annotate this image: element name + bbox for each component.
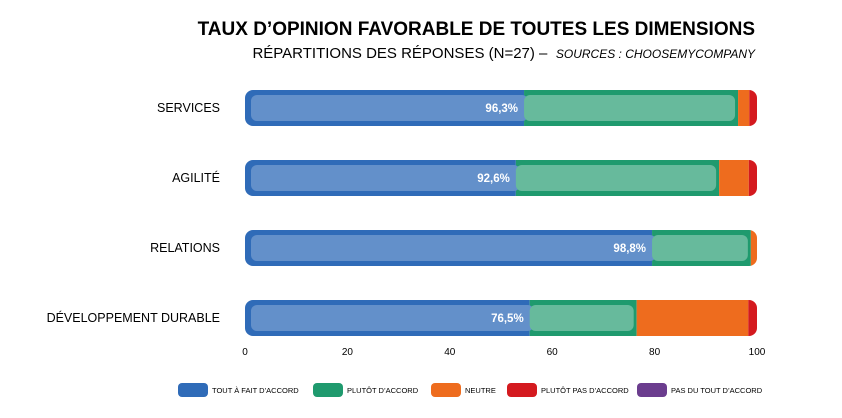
legend-swatch bbox=[637, 383, 667, 397]
x-tick-label: 0 bbox=[242, 347, 248, 358]
bar-highlight-segment bbox=[251, 305, 534, 331]
bar-segment bbox=[719, 160, 749, 196]
chart-subtitle: RÉPARTITIONS DES RÉPONSES (N=27) – bbox=[252, 45, 548, 62]
x-tick-label: 80 bbox=[649, 347, 661, 358]
bar-segment bbox=[749, 90, 757, 126]
data-label: 96,3% bbox=[485, 103, 518, 115]
category-label: AGILITÉ bbox=[172, 170, 220, 185]
x-tick-label: 60 bbox=[547, 347, 559, 358]
legend-swatch bbox=[313, 383, 343, 397]
bar-highlight-segment bbox=[524, 95, 736, 121]
category-label: RELATIONS bbox=[150, 241, 220, 255]
bar-highlight-segment bbox=[515, 165, 717, 191]
legend: TOUT À FAIT D’ACCORD PLUTÔT D’ACCORD NEUTR… bbox=[178, 383, 763, 397]
legend-swatch bbox=[507, 383, 537, 397]
bar-segment bbox=[636, 300, 749, 336]
data-label: 98,8% bbox=[613, 243, 646, 255]
chart-subtitle-line: RÉPARTITIONS DES RÉPONSES (N=27) – SOURC… bbox=[252, 45, 756, 62]
category-label: SERVICES bbox=[157, 101, 220, 115]
legend-swatch bbox=[431, 383, 461, 397]
bar-row bbox=[245, 90, 757, 126]
x-axis: 0 20 40 60 80 100 bbox=[242, 347, 766, 358]
legend-label: NEUTRE bbox=[465, 386, 496, 395]
bar-row bbox=[245, 300, 757, 336]
legend-label: TOUT À FAIT D’ACCORD bbox=[212, 386, 299, 395]
x-tick-label: 20 bbox=[342, 347, 354, 358]
chart-title: TAUX D’OPINION FAVORABLE DE TOUTES LES D… bbox=[198, 19, 755, 40]
bar-segment bbox=[748, 300, 757, 336]
bars-group: SERVICES 96,3% AGILITÉ 92,6% RELATIONS 98,8% D… bbox=[47, 90, 757, 336]
legend-label: PLUTÔT PAS D’ACCORD bbox=[541, 386, 629, 395]
bar-highlight-segment bbox=[529, 305, 634, 331]
data-label: 76,5% bbox=[491, 313, 524, 325]
category-label: DÉVELOPPEMENT DURABLE bbox=[47, 310, 220, 325]
legend-label: PLUTÔT D’ACCORD bbox=[347, 386, 419, 395]
bar-highlight-segment bbox=[251, 165, 520, 191]
bar-row bbox=[245, 230, 757, 266]
data-label: 92,6% bbox=[477, 173, 510, 185]
bar-highlight-segment bbox=[251, 235, 657, 261]
bar-highlight-segment bbox=[652, 235, 748, 261]
x-tick-label: 40 bbox=[444, 347, 456, 358]
legend-swatch bbox=[178, 383, 208, 397]
bar-segment bbox=[750, 230, 757, 266]
bar-segment bbox=[748, 160, 757, 196]
bar-segment bbox=[738, 90, 750, 126]
legend-label: PAS DU TOUT D’ACCORD bbox=[671, 386, 763, 395]
chart-source: SOURCES : CHOOSEMYCOMPANY bbox=[556, 47, 756, 61]
bar-row bbox=[245, 160, 757, 196]
x-tick-label: 100 bbox=[749, 347, 766, 358]
bar-highlight-segment bbox=[251, 95, 529, 121]
